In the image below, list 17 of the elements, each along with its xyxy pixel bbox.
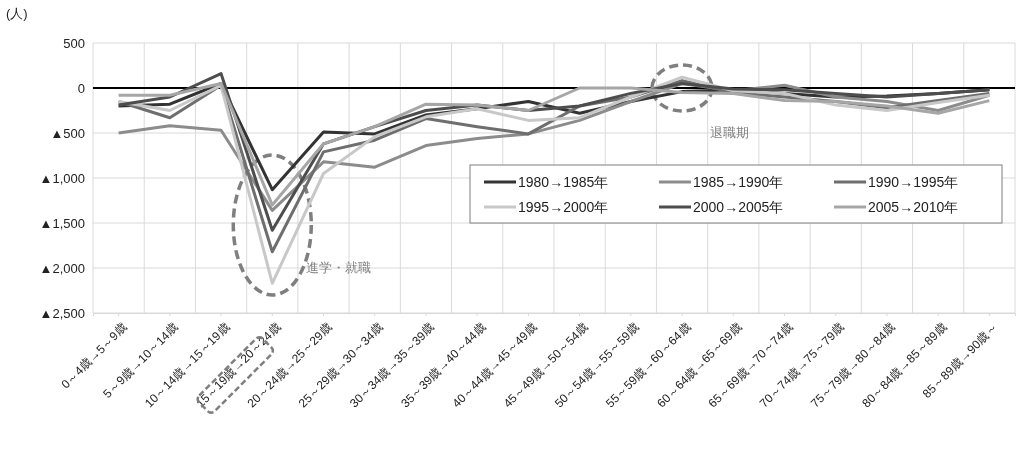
y-axis-title: (人) [6, 6, 28, 21]
y-tick-label: ▲1,000 [39, 170, 85, 186]
annotation: 退職期 [709, 125, 749, 140]
y-tick-label: ▲500 [50, 125, 85, 141]
legend-label: 2005→2010年 [868, 199, 959, 215]
legend-label: 1995→2000年 [518, 199, 609, 215]
y-tick-label: 0 [77, 80, 85, 96]
y-tick-label: ▲2,500 [39, 305, 85, 321]
legend-label: 1990→1995年 [868, 174, 959, 190]
legend-label: 1980→1985年 [518, 174, 609, 190]
legend-label: 1985→1990年 [693, 174, 784, 190]
y-tick-label: 500 [63, 35, 85, 51]
line-series [117, 75, 991, 285]
y-tick-label: ▲1,500 [39, 215, 85, 231]
annotation: 進学・就職 [305, 260, 371, 275]
y-tick-label: ▲2,000 [39, 260, 85, 276]
legend-label: 2000→2005年 [693, 199, 784, 215]
